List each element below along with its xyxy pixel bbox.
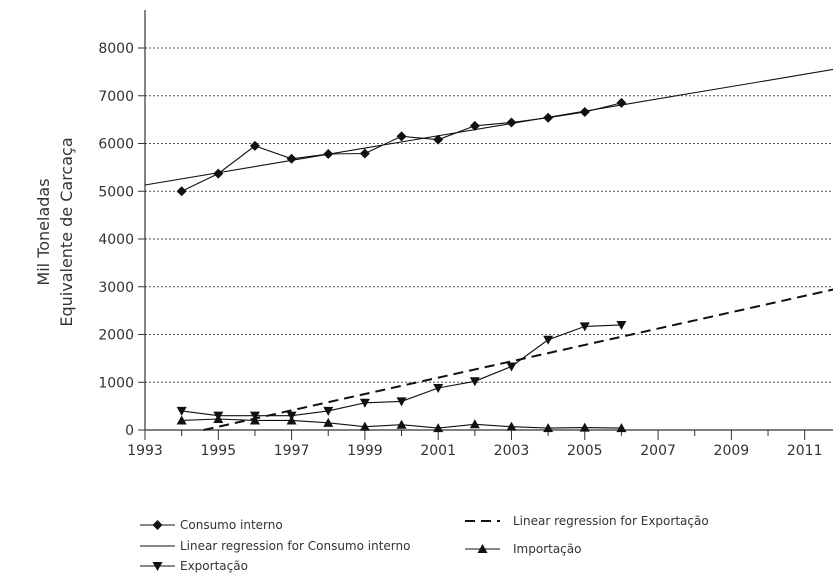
y-tick-label: 8000 (98, 41, 134, 57)
series-2 (176, 320, 627, 421)
data-point (176, 406, 187, 416)
data-point (616, 320, 627, 330)
x-tick-label: 2003 (494, 443, 530, 459)
data-point (323, 406, 334, 416)
legend-label: Consumo interno (180, 518, 283, 532)
data-point (323, 417, 334, 427)
data-point (506, 362, 517, 372)
data-point (176, 415, 187, 425)
y-axis-label-line-2: Equivalente de Carcaça (57, 137, 76, 326)
data-point (506, 117, 517, 128)
x-tick-label: 2009 (714, 443, 750, 459)
y-axis-label-line-1: Mil Toneladas (34, 178, 53, 285)
data-point (616, 97, 627, 108)
data-point (579, 422, 590, 432)
legend-item: Linear regression for Consumo interno (140, 539, 410, 553)
legend-marker-swatch (477, 544, 488, 553)
tick-labels: 0 1000 2000 3000 4000 5000 6000 7000 8000 1993 199… (98, 41, 822, 459)
y-tick-label: 7000 (98, 89, 134, 105)
data-point (579, 106, 590, 117)
data-point (433, 383, 444, 393)
data-point (543, 423, 554, 433)
x-tick-label: 1999 (347, 443, 383, 459)
legend-marker-swatch (152, 562, 163, 571)
x-tick-label: 2011 (787, 443, 823, 459)
legend-item: Consumo interno (140, 518, 283, 532)
data-point (286, 415, 297, 425)
data-point (433, 423, 444, 433)
data-point (543, 335, 554, 345)
x-tick-label: 1995 (200, 443, 236, 459)
legend-item: Importação (465, 542, 581, 556)
data-point (616, 423, 627, 433)
legend: Consumo interno Linear regression for Con… (140, 514, 709, 573)
x-tick-label: 2005 (567, 443, 603, 459)
data-point (213, 168, 224, 179)
data-point (396, 419, 407, 429)
data-point (176, 186, 187, 197)
data-point (469, 377, 480, 387)
data-point (506, 421, 517, 431)
data-point (213, 414, 224, 424)
data-point (359, 148, 370, 159)
data-point (396, 131, 407, 142)
series-line (203, 288, 833, 431)
x-tick-label: 1993 (127, 443, 163, 459)
data-point (359, 421, 370, 431)
y-tick-label: 1000 (98, 375, 134, 391)
x-tick-label: 1997 (274, 443, 310, 459)
series-4 (176, 414, 627, 433)
y-tick-label: 5000 (98, 184, 134, 200)
legend-label: Exportação (180, 559, 248, 573)
data-point (433, 134, 444, 145)
y-tick-label: 3000 (98, 280, 134, 296)
series-1 (144, 68, 833, 186)
series-3 (203, 288, 833, 431)
data-point (249, 415, 260, 425)
data-point (359, 398, 370, 408)
legend-item: Linear regression for Exportação (465, 514, 709, 528)
data-point (249, 140, 260, 151)
data-point (469, 120, 480, 131)
legend-item: Exportação (140, 559, 248, 573)
y-axis-label: Mil Toneladas Equivalente de Carcaça (34, 137, 76, 326)
axes (138, 10, 833, 440)
x-tick-label: 2007 (640, 443, 676, 459)
legend-label: Linear regression for Exportação (513, 514, 709, 528)
data-point (286, 153, 297, 164)
y-tick-label: 0 (125, 423, 134, 439)
legend-label: Importação (513, 542, 581, 556)
series-line (144, 68, 833, 186)
y-tick-label: 6000 (98, 137, 134, 153)
data-point (469, 419, 480, 429)
plot-area (144, 68, 833, 433)
x-tick-label: 2001 (420, 443, 456, 459)
y-tick-label: 2000 (98, 328, 134, 344)
data-point (396, 397, 407, 407)
data-point (579, 322, 590, 332)
series-0 (176, 97, 627, 197)
legend-marker-swatch (152, 520, 163, 530)
grid-lines (145, 47, 833, 383)
legend-label: Linear regression for Consumo interno (180, 539, 410, 553)
y-tick-label: 4000 (98, 232, 134, 248)
